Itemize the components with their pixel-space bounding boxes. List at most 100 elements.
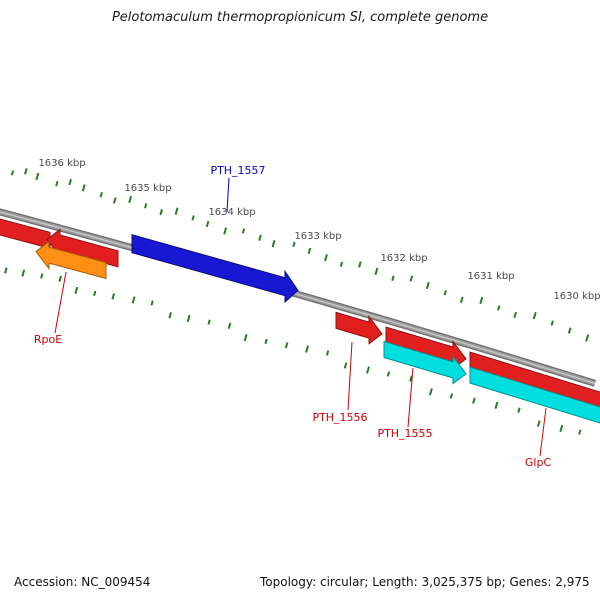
minor-tick-outer <box>391 275 395 281</box>
ruler-label-1636kbp: 1636 kbp <box>38 158 85 169</box>
topology-status: Topology: circular; Length: 3,025,375 bp… <box>260 575 590 589</box>
minor-tick-inner <box>343 362 348 369</box>
minor-tick-inner <box>74 286 79 295</box>
minor-tick-outer <box>567 327 572 334</box>
minor-tick-outer <box>223 227 228 235</box>
gene-arrow-left-edge[interactable] <box>0 213 51 249</box>
minor-tick-inner <box>305 345 309 353</box>
genes-layer <box>0 213 600 432</box>
minor-tick-outer <box>459 296 464 303</box>
minor-tick-outer <box>35 172 40 181</box>
accession-status: Accession: NC_009454 <box>14 575 151 589</box>
minor-tick-inner <box>578 429 582 435</box>
gene-arrow-rpoe[interactable] <box>35 240 107 280</box>
minor-tick-outer <box>324 254 328 262</box>
minor-tick-outer <box>358 261 362 268</box>
minor-tick-inner <box>536 420 541 427</box>
minor-tick-inner <box>131 296 136 304</box>
minor-tick-inner <box>559 424 564 433</box>
leader-pth-1555 <box>407 367 414 428</box>
minor-tick-outer <box>271 240 276 248</box>
minor-tick-inner <box>517 407 521 413</box>
minor-tick-inner <box>494 401 499 409</box>
ruler-label-1630kbp: 1630 kbp <box>553 291 600 302</box>
minor-tick-outer <box>24 168 28 175</box>
minor-tick-inner <box>284 342 289 349</box>
minor-tick-outer <box>258 234 262 241</box>
ruler-layer: 1636 kbp 1635 kbp 1634 kbp 1633 kbp 1632… <box>38 158 600 302</box>
minor-tick-inner <box>264 338 268 345</box>
minor-tick-inner <box>207 319 211 325</box>
minor-tick-outer <box>339 261 344 267</box>
genome-title: Pelotomaculum thermopropionicum SI, comp… <box>112 10 488 25</box>
gene-label-pth-1555[interactable]: PTH_1555 <box>377 427 432 440</box>
leader-pth-1557 <box>226 177 230 213</box>
minor-tick-outer <box>10 170 15 176</box>
gene-arrow-pth-1556[interactable] <box>335 311 383 345</box>
ruler-label-1635kbp: 1635 kbp <box>124 183 171 194</box>
minor-tick-outer <box>191 215 195 221</box>
minor-tick-outer <box>99 192 103 198</box>
minor-tick-outer <box>128 195 133 204</box>
gene-arrow-pth-1555[interactable] <box>383 340 467 385</box>
minor-tick-inner <box>93 290 97 297</box>
minor-tick-outer <box>68 178 72 186</box>
gene-labels-layer: PTH_1557 RpoE PTH_1556 PTH_1555 GlpC <box>34 164 552 469</box>
minor-tick-outer <box>205 220 210 228</box>
minor-tick-outer <box>425 281 430 290</box>
minor-tick-inner <box>4 267 8 274</box>
minor-tick-inner <box>186 314 191 323</box>
minor-tick-outer <box>174 207 179 215</box>
minor-tick-inner <box>449 393 454 399</box>
minor-tick-outer <box>144 203 148 209</box>
ruler-label-1633kbp: 1633 kbp <box>294 231 341 242</box>
minor-tick-inner <box>168 312 172 319</box>
leader-pth-1556 <box>347 341 353 411</box>
gene-label-glpc[interactable]: GlpC <box>525 456 552 469</box>
minor-tick-inner <box>409 375 413 382</box>
ruler-label-1634kbp: 1634 kbp <box>208 207 255 218</box>
leader-rpoe <box>54 271 67 334</box>
minor-tick-inner <box>325 350 330 356</box>
gene-label-rpoe[interactable]: RpoE <box>34 333 62 346</box>
minor-tick-outer <box>241 228 246 234</box>
inner-tick-track <box>4 267 582 435</box>
label-leaders <box>54 177 547 457</box>
minor-tick-outer <box>513 311 518 319</box>
minor-tick-outer <box>479 296 484 305</box>
minor-tick-outer <box>159 209 163 216</box>
minor-tick-outer <box>532 312 537 320</box>
ruler-label-1632kbp: 1632 kbp <box>380 253 427 264</box>
minor-tick-outer <box>307 247 312 255</box>
minor-tick-outer <box>443 290 447 296</box>
minor-tick-outer <box>374 267 379 276</box>
minor-tick-inner <box>386 371 391 377</box>
gene-arrow-pth-1557[interactable] <box>131 234 299 304</box>
outer-tick-track <box>10 168 590 342</box>
minor-tick-inner <box>428 388 433 396</box>
minor-tick-inner <box>58 275 62 282</box>
minor-tick-outer <box>585 334 590 342</box>
minor-tick-inner <box>21 269 26 277</box>
minor-tick-inner <box>227 322 232 329</box>
ruler-label-1631kbp: 1631 kbp <box>467 271 514 282</box>
minor-tick-inner <box>243 334 248 342</box>
minor-tick-inner <box>150 300 154 306</box>
minor-tick-outer <box>409 275 414 282</box>
leader-glpc <box>539 407 547 457</box>
minor-tick-outer <box>81 184 86 192</box>
minor-tick-inner <box>472 397 476 404</box>
minor-tick-outer <box>292 241 296 248</box>
minor-tick-inner <box>40 273 44 279</box>
gene-label-pth-1557[interactable]: PTH_1557 <box>210 164 265 177</box>
minor-tick-inner <box>111 293 115 300</box>
minor-tick-outer <box>55 181 59 187</box>
minor-tick-outer <box>497 305 501 311</box>
minor-tick-outer <box>550 320 554 326</box>
gene-label-pth-1556[interactable]: PTH_1556 <box>312 411 367 424</box>
minor-tick-outer <box>113 197 117 204</box>
gene-arrow-glpc[interactable] <box>469 366 600 432</box>
minor-tick-inner <box>366 366 370 374</box>
